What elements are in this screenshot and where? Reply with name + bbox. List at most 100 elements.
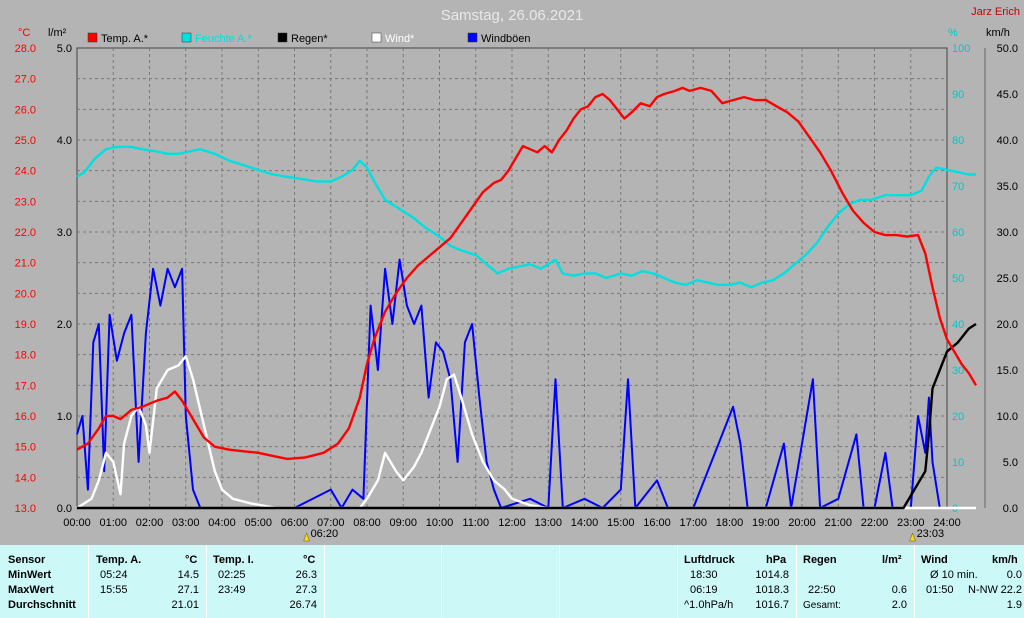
- druck-min: 1014.8: [755, 569, 789, 581]
- row-label-avg: Durchschnitt: [8, 599, 76, 611]
- legend-swatch: [467, 32, 478, 43]
- x-tick-label: 08:00: [353, 517, 381, 529]
- header-wind-unit: km/h: [992, 554, 1018, 566]
- x-tick-label: 18:00: [716, 517, 744, 529]
- hum-tick-label: 100: [952, 43, 970, 55]
- temp-tick-label: 15.0: [15, 442, 36, 454]
- druck-max: 1018.3: [755, 584, 789, 596]
- temp-tick-label: 24.0: [15, 166, 36, 178]
- temp-a-max: 27.1: [177, 584, 199, 596]
- x-tick-label: 04:00: [208, 517, 236, 529]
- x-tick-label: 03:00: [172, 517, 200, 529]
- x-tick-label: 15:00: [607, 517, 635, 529]
- legend: Temp. A.* Feuchte A.* Regen* Wind* Windböen: [87, 32, 531, 45]
- wind-tick-label: 30.0: [997, 227, 1018, 239]
- druck-min-time: 18:30: [690, 569, 718, 581]
- x-tick-label: 06:00: [281, 517, 309, 529]
- wind-tick-label: 5.0: [1003, 457, 1018, 469]
- x-tick-label: 19:00: [752, 517, 780, 529]
- legend-swatch: [87, 32, 98, 43]
- temp-tick-label: 27.0: [15, 74, 36, 86]
- temp-tick-label: 17.0: [15, 380, 36, 392]
- hum-tick-label: 50: [952, 273, 964, 285]
- hum-tick-label: 90: [952, 89, 964, 101]
- x-tick-label: 20:00: [788, 517, 816, 529]
- hum-tick-label: 80: [952, 135, 964, 147]
- sun-markers: 06:20 23:03: [303, 528, 945, 542]
- temp-a-avg: 21.01: [171, 599, 199, 611]
- temp-i-min-time: 02:25: [218, 569, 246, 581]
- temp-i-max: 27.3: [295, 584, 317, 596]
- regen-max-time: 22:50: [808, 584, 836, 596]
- unit-wind: km/h: [986, 27, 1010, 39]
- header-regen-unit: l/m²: [882, 554, 902, 566]
- wind-tick-label: 0.0: [1003, 503, 1018, 515]
- x-tick-label: 17:00: [679, 517, 707, 529]
- hum-tick-label: 10: [952, 457, 964, 469]
- x-tick-label: 07:00: [317, 517, 345, 529]
- series-line-temp: [76, 86, 978, 461]
- header-regen: Regen: [803, 554, 837, 566]
- wind-tick-label: 35.0: [997, 181, 1018, 193]
- druck-trend-label: ^1.0hPa/h: [684, 599, 734, 611]
- wind-gust-dir: N-NW: [968, 584, 998, 596]
- x-tick-label: 12:00: [498, 517, 526, 529]
- x-tick-label: 13:00: [534, 517, 562, 529]
- wind-gust-time: 01:50: [926, 584, 954, 596]
- x-tick-label: 14:00: [571, 517, 599, 529]
- regen-total: 2.0: [891, 599, 907, 611]
- x-tick-label: 00:00: [63, 517, 91, 529]
- wind-tick-label: 10.0: [997, 411, 1018, 423]
- temp-tick-label: 22.0: [15, 227, 36, 239]
- wind-tick-label: 45.0: [997, 89, 1018, 101]
- series-line-rain: [77, 322, 977, 510]
- legend-label: Windböen: [481, 33, 531, 45]
- wind-avg-label: Ø 10 min.: [930, 569, 978, 581]
- temp-i-max-time: 23:49: [218, 584, 246, 596]
- unit-hum: %: [948, 27, 958, 39]
- legend-swatch: [181, 32, 192, 43]
- unit-rain: l/m²: [48, 27, 67, 39]
- temp-tick-label: 26.0: [15, 104, 36, 116]
- temp-i-avg: 26.74: [289, 599, 317, 611]
- sun-marker-icon: [303, 532, 310, 542]
- hum-tick-label: 70: [952, 181, 964, 193]
- header-druck-unit: hPa: [766, 554, 787, 566]
- x-tick-label: 02:00: [136, 517, 164, 529]
- header-temp-a-unit: °C: [185, 554, 198, 566]
- druck-trend: 1016.7: [755, 599, 789, 611]
- rain-tick-label: 2.0: [57, 319, 72, 331]
- temp-tick-label: 25.0: [15, 135, 36, 147]
- x-tick-label: 21:00: [824, 517, 852, 529]
- wind-tick-label: 40.0: [997, 135, 1018, 147]
- series-line-hum: [76, 145, 976, 289]
- header-sensor: Sensor: [8, 554, 46, 566]
- temp-tick-label: 16.0: [15, 411, 36, 423]
- sun-marker-label: 23:03: [917, 528, 945, 540]
- author-label: Jarz Erich: [971, 6, 1020, 18]
- temp-tick-label: 14.0: [15, 472, 36, 484]
- header-temp-i-unit: °C: [303, 554, 316, 566]
- weather-chart: Samstag, 26.06.2021 Jarz Erich °C l/m² %…: [15, 6, 1020, 542]
- temp-tick-label: 28.0: [15, 43, 36, 55]
- axis-ticks: 00:00 01:00 02:00 03:00 04:00 05:00 06:00 07:00…: [15, 43, 1018, 529]
- stats-table: Sensor MinWert MaxWert Durchschnitt Temp…: [0, 545, 1024, 618]
- regen-total-label: Gesamt:: [803, 600, 841, 611]
- wind-avg10: 0.0: [1006, 569, 1022, 581]
- sun-marker-icon: [909, 532, 916, 542]
- x-tick-label: 09:00: [389, 517, 417, 529]
- sun-marker-label: 06:20: [311, 528, 339, 540]
- header-temp-a: Temp. A.: [96, 554, 142, 566]
- hum-tick-label: 30: [952, 365, 964, 377]
- x-tick-label: 11:00: [462, 517, 489, 529]
- row-label-max: MaxWert: [8, 584, 54, 596]
- rain-tick-label: 3.0: [57, 227, 72, 239]
- series-layer: [76, 86, 978, 510]
- hum-tick-label: 20: [952, 411, 964, 423]
- temp-tick-label: 20.0: [15, 288, 36, 300]
- rain-tick-label: 1.0: [57, 411, 72, 423]
- temp-tick-label: 23.0: [15, 196, 36, 208]
- x-tick-label: 24:00: [933, 517, 961, 529]
- x-tick-label: 01:00: [99, 517, 127, 529]
- x-tick-label: 16:00: [643, 517, 671, 529]
